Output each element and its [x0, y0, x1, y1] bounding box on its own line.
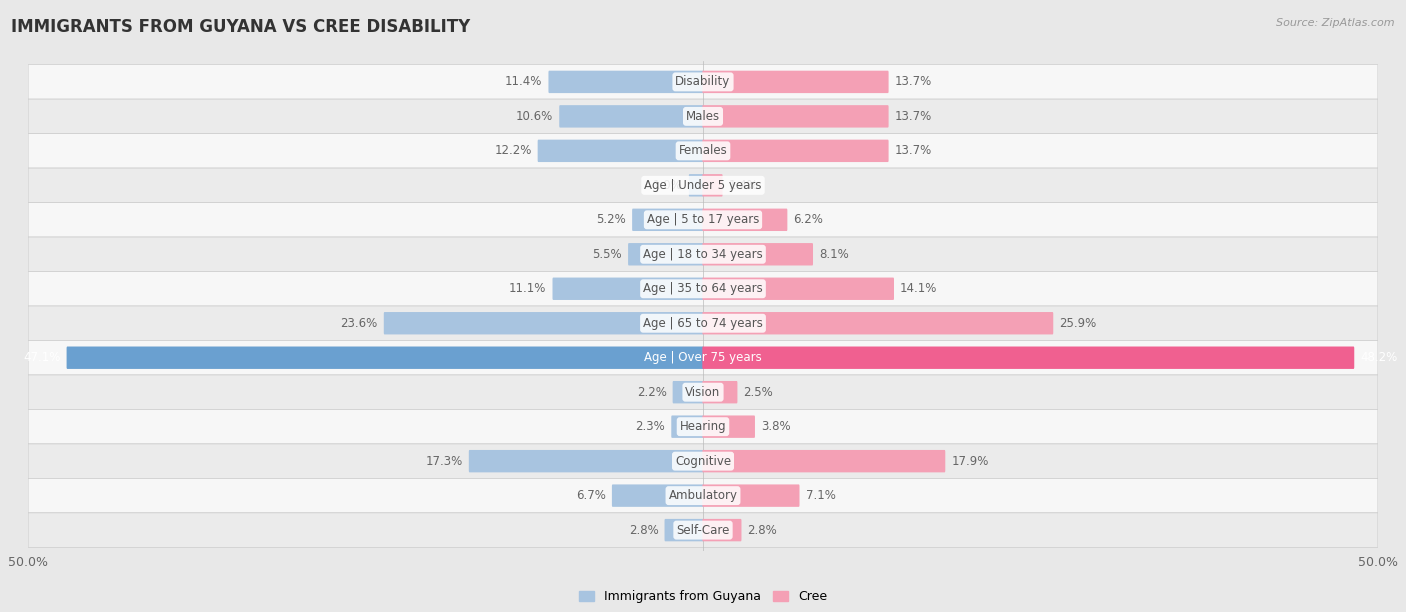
- FancyBboxPatch shape: [665, 519, 703, 542]
- FancyBboxPatch shape: [468, 450, 703, 472]
- FancyBboxPatch shape: [703, 450, 945, 472]
- Text: Age | 35 to 64 years: Age | 35 to 64 years: [643, 282, 763, 295]
- Text: 6.7%: 6.7%: [576, 489, 606, 502]
- Text: 1.4%: 1.4%: [728, 179, 758, 192]
- Text: 7.1%: 7.1%: [806, 489, 835, 502]
- FancyBboxPatch shape: [703, 105, 889, 127]
- FancyBboxPatch shape: [703, 485, 800, 507]
- FancyBboxPatch shape: [28, 306, 1378, 340]
- FancyBboxPatch shape: [28, 203, 1378, 237]
- Text: Hearing: Hearing: [679, 420, 727, 433]
- Text: Age | 18 to 34 years: Age | 18 to 34 years: [643, 248, 763, 261]
- Text: 3.8%: 3.8%: [761, 420, 790, 433]
- FancyBboxPatch shape: [537, 140, 703, 162]
- Text: 47.1%: 47.1%: [22, 351, 60, 364]
- FancyBboxPatch shape: [28, 272, 1378, 306]
- Text: 5.2%: 5.2%: [596, 214, 626, 226]
- Text: 1.0%: 1.0%: [652, 179, 683, 192]
- FancyBboxPatch shape: [28, 513, 1378, 547]
- FancyBboxPatch shape: [28, 133, 1378, 168]
- Text: Source: ZipAtlas.com: Source: ZipAtlas.com: [1277, 18, 1395, 28]
- Text: Ambulatory: Ambulatory: [668, 489, 738, 502]
- FancyBboxPatch shape: [703, 312, 1053, 334]
- Text: 13.7%: 13.7%: [894, 144, 932, 157]
- Text: Self-Care: Self-Care: [676, 524, 730, 537]
- Text: 2.5%: 2.5%: [744, 386, 773, 398]
- FancyBboxPatch shape: [703, 174, 723, 196]
- Text: 14.1%: 14.1%: [900, 282, 938, 295]
- Text: 25.9%: 25.9%: [1059, 317, 1097, 330]
- Text: 2.8%: 2.8%: [628, 524, 658, 537]
- FancyBboxPatch shape: [28, 168, 1378, 203]
- Text: 17.9%: 17.9%: [952, 455, 988, 468]
- FancyBboxPatch shape: [703, 140, 889, 162]
- Text: 23.6%: 23.6%: [340, 317, 378, 330]
- Text: 11.1%: 11.1%: [509, 282, 547, 295]
- Text: 2.8%: 2.8%: [748, 524, 778, 537]
- FancyBboxPatch shape: [689, 174, 703, 196]
- FancyBboxPatch shape: [703, 519, 741, 542]
- Text: 48.2%: 48.2%: [1361, 351, 1398, 364]
- FancyBboxPatch shape: [560, 105, 703, 127]
- Text: Cognitive: Cognitive: [675, 455, 731, 468]
- FancyBboxPatch shape: [28, 409, 1378, 444]
- FancyBboxPatch shape: [671, 416, 703, 438]
- Text: 6.2%: 6.2%: [793, 214, 824, 226]
- Text: Age | 65 to 74 years: Age | 65 to 74 years: [643, 317, 763, 330]
- Text: 17.3%: 17.3%: [426, 455, 463, 468]
- Text: 5.5%: 5.5%: [592, 248, 621, 261]
- Text: 2.2%: 2.2%: [637, 386, 666, 398]
- Legend: Immigrants from Guyana, Cree: Immigrants from Guyana, Cree: [574, 585, 832, 608]
- FancyBboxPatch shape: [28, 65, 1378, 99]
- FancyBboxPatch shape: [28, 237, 1378, 272]
- Text: Males: Males: [686, 110, 720, 123]
- FancyBboxPatch shape: [28, 375, 1378, 409]
- Text: 13.7%: 13.7%: [894, 110, 932, 123]
- Text: IMMIGRANTS FROM GUYANA VS CREE DISABILITY: IMMIGRANTS FROM GUYANA VS CREE DISABILIT…: [11, 18, 471, 36]
- FancyBboxPatch shape: [703, 346, 1354, 369]
- Text: 11.4%: 11.4%: [505, 75, 543, 88]
- FancyBboxPatch shape: [703, 70, 889, 93]
- Text: Females: Females: [679, 144, 727, 157]
- FancyBboxPatch shape: [703, 243, 813, 266]
- FancyBboxPatch shape: [28, 479, 1378, 513]
- Text: Disability: Disability: [675, 75, 731, 88]
- Text: Age | 5 to 17 years: Age | 5 to 17 years: [647, 214, 759, 226]
- Text: 8.1%: 8.1%: [820, 248, 849, 261]
- Text: 13.7%: 13.7%: [894, 75, 932, 88]
- FancyBboxPatch shape: [384, 312, 703, 334]
- FancyBboxPatch shape: [553, 278, 703, 300]
- FancyBboxPatch shape: [28, 444, 1378, 479]
- Text: 2.3%: 2.3%: [636, 420, 665, 433]
- Text: Age | Over 75 years: Age | Over 75 years: [644, 351, 762, 364]
- FancyBboxPatch shape: [548, 70, 703, 93]
- FancyBboxPatch shape: [612, 485, 703, 507]
- FancyBboxPatch shape: [633, 209, 703, 231]
- FancyBboxPatch shape: [66, 346, 703, 369]
- FancyBboxPatch shape: [628, 243, 703, 266]
- FancyBboxPatch shape: [703, 381, 737, 403]
- Text: Age | Under 5 years: Age | Under 5 years: [644, 179, 762, 192]
- FancyBboxPatch shape: [28, 99, 1378, 133]
- FancyBboxPatch shape: [703, 278, 894, 300]
- Text: Vision: Vision: [685, 386, 721, 398]
- FancyBboxPatch shape: [28, 340, 1378, 375]
- Text: 10.6%: 10.6%: [516, 110, 553, 123]
- Text: 12.2%: 12.2%: [494, 144, 531, 157]
- FancyBboxPatch shape: [703, 416, 755, 438]
- FancyBboxPatch shape: [703, 209, 787, 231]
- FancyBboxPatch shape: [672, 381, 703, 403]
